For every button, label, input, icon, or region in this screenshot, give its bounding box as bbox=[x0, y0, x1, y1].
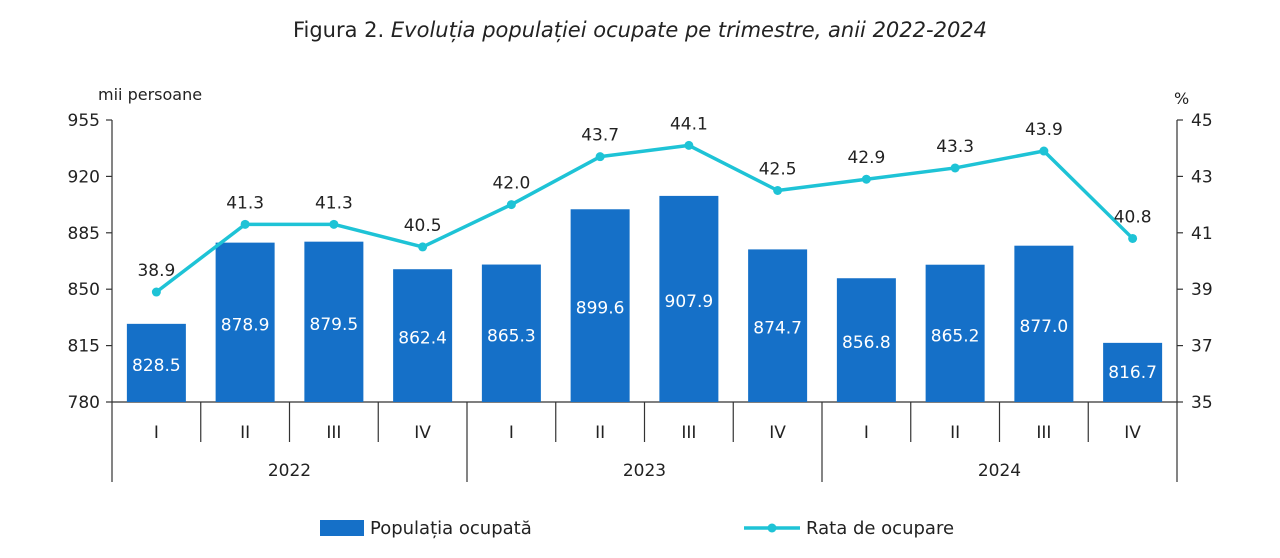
left-tick-label: 920 bbox=[68, 167, 100, 187]
rate-value-label: 40.8 bbox=[1114, 207, 1152, 227]
bar-value-label: 862.4 bbox=[398, 329, 447, 349]
quarter-label: II bbox=[950, 423, 960, 443]
quarter-label: II bbox=[595, 423, 605, 443]
quarter-label: IV bbox=[414, 423, 431, 443]
right-axis-unit: % bbox=[1174, 89, 1189, 108]
right-tick-label: 39 bbox=[1191, 280, 1213, 300]
bar bbox=[659, 195, 719, 402]
rate-point bbox=[240, 219, 250, 229]
quarter-label: III bbox=[681, 423, 696, 443]
bar bbox=[836, 278, 896, 402]
quarter-label: I bbox=[864, 423, 869, 443]
left-tick-label: 815 bbox=[68, 337, 100, 357]
axes: 780 815 850 885 920 955 mii persoane 35 37 39 41 43… bbox=[68, 85, 1213, 482]
left-tick-label: 885 bbox=[68, 224, 100, 244]
bar-value-label: 865.2 bbox=[931, 326, 980, 346]
rate-point bbox=[1039, 146, 1049, 156]
chart-title-prefix: Figura 2. bbox=[292, 18, 385, 42]
rate-point bbox=[861, 174, 871, 184]
bar-value-label: 856.8 bbox=[842, 333, 891, 353]
year-label: 2022 bbox=[268, 461, 311, 481]
bars bbox=[126, 195, 1163, 402]
bar bbox=[393, 269, 453, 402]
rate-value-label: 38.9 bbox=[137, 261, 175, 281]
year-label: 2024 bbox=[978, 461, 1021, 481]
bar bbox=[215, 242, 275, 402]
chart-title: Figura 2. Evoluția populației ocupate pe… bbox=[0, 18, 1280, 42]
right-tick-label: 41 bbox=[1191, 224, 1213, 244]
bar-value-label: 816.7 bbox=[1108, 363, 1157, 383]
bar bbox=[925, 264, 985, 402]
bar-value-label: 878.9 bbox=[221, 315, 270, 335]
rate-value-label: 41.3 bbox=[226, 193, 264, 213]
bar bbox=[570, 209, 630, 402]
rate-value-label: 42.9 bbox=[847, 148, 885, 168]
rate-value-label: 44.1 bbox=[670, 114, 708, 134]
rate-point bbox=[151, 287, 161, 297]
quarter-label: III bbox=[326, 423, 341, 443]
rate-point bbox=[506, 200, 516, 210]
legend-label-line: Rata de ocupare bbox=[806, 518, 954, 539]
chart-title-main: Evoluția populației ocupate pe trimestre… bbox=[390, 18, 988, 42]
bar-value-label: 828.5 bbox=[132, 356, 181, 376]
rate-point bbox=[1128, 233, 1138, 243]
bar-value-label: 865.3 bbox=[487, 326, 536, 346]
bar bbox=[126, 323, 186, 402]
bar-value-label: 899.6 bbox=[576, 299, 625, 319]
rate-value-label: 41.3 bbox=[315, 193, 353, 213]
rate-value-label: 43.3 bbox=[936, 137, 974, 157]
left-tick-label: 850 bbox=[68, 280, 100, 300]
rate-point bbox=[418, 242, 428, 252]
legend: Populația ocupată Rata de ocupare bbox=[320, 518, 954, 539]
bar bbox=[481, 264, 541, 402]
bar bbox=[304, 241, 364, 402]
rate-value-label: 43.7 bbox=[581, 126, 619, 146]
data-labels: 828.5 878.9 879.5 862.4 865.3 899.6 907.9 874.7… bbox=[132, 114, 1157, 383]
rate-series-line bbox=[155, 143, 1134, 294]
rate-point bbox=[773, 186, 783, 195]
rate-value-label: 42.0 bbox=[492, 174, 530, 194]
rate-line bbox=[151, 140, 1138, 297]
quarter-label: I bbox=[509, 423, 514, 443]
rate-point bbox=[684, 140, 694, 150]
bar bbox=[1014, 245, 1074, 402]
legend-label-bars: Populația ocupată bbox=[370, 518, 532, 539]
bar-value-label: 874.7 bbox=[753, 319, 802, 339]
right-tick-label: 37 bbox=[1191, 337, 1213, 357]
rate-value-label: 42.5 bbox=[759, 160, 797, 180]
bar bbox=[748, 249, 808, 402]
left-tick-label: 780 bbox=[68, 393, 100, 413]
rate-value-label: 40.5 bbox=[404, 216, 442, 236]
quarter-label: IV bbox=[769, 423, 786, 443]
right-tick-label: 45 bbox=[1191, 111, 1213, 131]
bar bbox=[1103, 342, 1163, 402]
bar-value-label: 877.0 bbox=[1020, 317, 1069, 337]
quarter-label: II bbox=[240, 423, 250, 443]
rate-point bbox=[595, 152, 605, 162]
quarter-label: III bbox=[1036, 423, 1051, 443]
legend-swatch-bars bbox=[320, 520, 364, 536]
right-tick-label: 43 bbox=[1191, 167, 1213, 187]
rate-value-label: 43.9 bbox=[1025, 120, 1063, 140]
quarter-label: IV bbox=[1124, 423, 1141, 443]
right-tick-label: 35 bbox=[1191, 393, 1213, 413]
rate-point bbox=[329, 219, 339, 229]
rate-point bbox=[950, 163, 960, 173]
year-label: 2023 bbox=[623, 461, 666, 481]
legend-swatch-marker bbox=[767, 523, 777, 533]
left-tick-label: 955 bbox=[68, 111, 100, 131]
bar-value-label: 907.9 bbox=[665, 292, 714, 312]
bar-value-label: 879.5 bbox=[310, 315, 359, 335]
left-axis-unit: mii persoane bbox=[98, 85, 202, 104]
quarter-label: I bbox=[154, 423, 159, 443]
